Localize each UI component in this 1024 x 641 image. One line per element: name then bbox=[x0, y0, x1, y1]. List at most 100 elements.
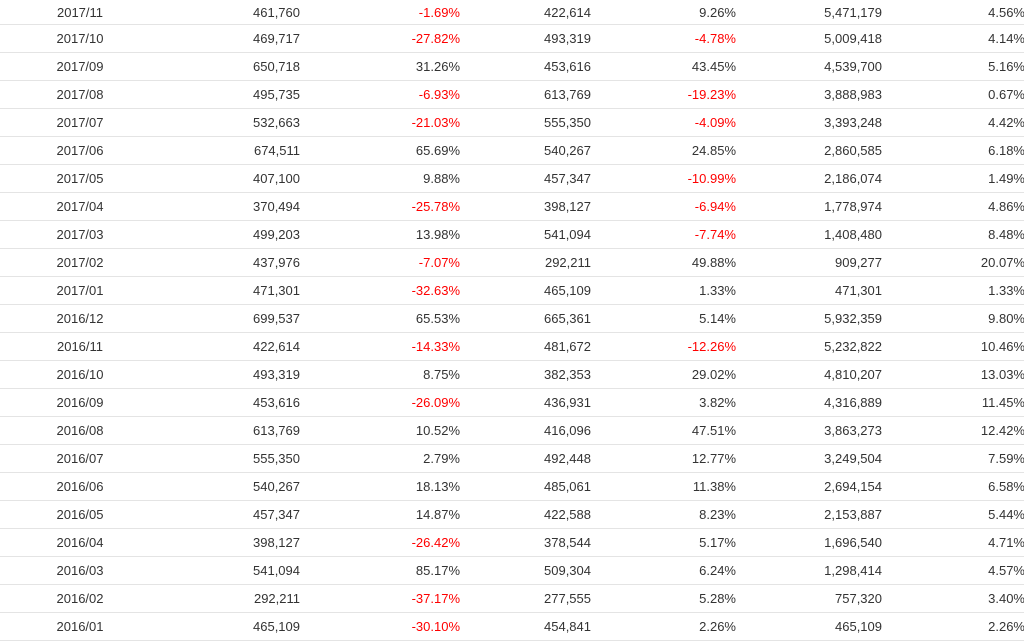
cumulative-cell: 465,109 bbox=[736, 612, 882, 641]
compare-value-cell: 416,096 bbox=[460, 416, 591, 445]
table-row: 2016/05 457,347 14.87% 422,588 8.23% 2,153,88… bbox=[0, 500, 1024, 529]
change-cell: -21.03% bbox=[300, 108, 460, 137]
share-cell: 4.14% bbox=[882, 24, 1024, 53]
value-cell: 398,127 bbox=[172, 528, 300, 557]
change-cell: -6.93% bbox=[300, 80, 460, 109]
compare-change-cell: 29.02% bbox=[591, 360, 736, 389]
value-cell: 674,511 bbox=[172, 136, 300, 165]
period-cell: 2017/05 bbox=[0, 164, 172, 193]
compare-value-cell: 277,555 bbox=[460, 584, 591, 613]
change-cell: -27.82% bbox=[300, 24, 460, 53]
compare-change-cell: 3.82% bbox=[591, 388, 736, 417]
value-cell: 499,203 bbox=[172, 220, 300, 249]
share-cell: 5.44% bbox=[882, 500, 1024, 529]
compare-change-cell: -19.23% bbox=[591, 80, 736, 109]
compare-value-cell: 382,353 bbox=[460, 360, 591, 389]
period-cell: 2016/08 bbox=[0, 416, 172, 445]
period-cell: 2017/04 bbox=[0, 192, 172, 221]
compare-value-cell: 453,616 bbox=[460, 52, 591, 81]
compare-value-cell: 457,347 bbox=[460, 164, 591, 193]
period-cell: 2017/02 bbox=[0, 248, 172, 277]
value-cell: 407,100 bbox=[172, 164, 300, 193]
value-cell: 541,094 bbox=[172, 556, 300, 585]
period-cell: 2016/02 bbox=[0, 584, 172, 613]
share-cell: 1.49% bbox=[882, 164, 1024, 193]
compare-value-cell: 493,319 bbox=[460, 24, 591, 53]
table-row: 2016/01 465,109 -30.10% 454,841 2.26% 465,109… bbox=[0, 612, 1024, 641]
table-row: 2016/02 292,211 -37.17% 277,555 5.28% 757,320… bbox=[0, 584, 1024, 613]
value-cell: 292,211 bbox=[172, 584, 300, 613]
share-cell: 8.48% bbox=[882, 220, 1024, 249]
compare-change-cell: -7.74% bbox=[591, 220, 736, 249]
compare-value-cell: 422,588 bbox=[460, 500, 591, 529]
value-cell: 453,616 bbox=[172, 388, 300, 417]
change-cell: -14.33% bbox=[300, 332, 460, 361]
compare-value-cell: 555,350 bbox=[460, 108, 591, 137]
table-row: 2017/05 407,100 9.88% 457,347 -10.99% 2,186,0… bbox=[0, 164, 1024, 193]
table-row: 2017/07 532,663 -21.03% 555,350 -4.09% 3,393,… bbox=[0, 108, 1024, 137]
table-row: 2016/04 398,127 -26.42% 378,544 5.17% 1,696,5… bbox=[0, 528, 1024, 557]
cumulative-cell: 2,153,887 bbox=[736, 500, 882, 529]
value-cell: 465,109 bbox=[172, 612, 300, 641]
compare-change-cell: 2.26% bbox=[591, 612, 736, 641]
compare-change-cell: 5.28% bbox=[591, 584, 736, 613]
cumulative-cell: 3,249,504 bbox=[736, 444, 882, 473]
compare-value-cell: 465,109 bbox=[460, 276, 591, 305]
change-cell: 8.75% bbox=[300, 360, 460, 389]
change-cell: -25.78% bbox=[300, 192, 460, 221]
value-cell: 532,663 bbox=[172, 108, 300, 137]
table-row: 2017/03 499,203 13.98% 541,094 -7.74% 1,408,4… bbox=[0, 220, 1024, 249]
value-cell: 471,301 bbox=[172, 276, 300, 305]
compare-change-cell: 43.45% bbox=[591, 52, 736, 81]
table-row: 2016/03 541,094 85.17% 509,304 6.24% 1,298,41… bbox=[0, 556, 1024, 585]
compare-change-cell: -10.99% bbox=[591, 164, 736, 193]
value-cell: 699,537 bbox=[172, 304, 300, 333]
value-cell: 422,614 bbox=[172, 332, 300, 361]
cumulative-cell: 5,232,822 bbox=[736, 332, 882, 361]
share-cell: 12.42% bbox=[882, 416, 1024, 445]
compare-value-cell: 665,361 bbox=[460, 304, 591, 333]
period-cell: 2017/08 bbox=[0, 80, 172, 109]
share-cell: 9.80% bbox=[882, 304, 1024, 333]
period-cell: 2017/06 bbox=[0, 136, 172, 165]
compare-change-cell: 8.23% bbox=[591, 500, 736, 529]
table-row: 2017/11 461,760 -1.69% 422,614 9.26% 5,471,17… bbox=[0, 0, 1024, 25]
cumulative-cell: 2,186,074 bbox=[736, 164, 882, 193]
share-cell: 11.45% bbox=[882, 388, 1024, 417]
value-cell: 437,976 bbox=[172, 248, 300, 277]
cumulative-cell: 757,320 bbox=[736, 584, 882, 613]
period-cell: 2016/04 bbox=[0, 528, 172, 557]
cumulative-cell: 1,696,540 bbox=[736, 528, 882, 557]
share-cell: 4.42% bbox=[882, 108, 1024, 137]
share-cell: 4.86% bbox=[882, 192, 1024, 221]
change-cell: -37.17% bbox=[300, 584, 460, 613]
change-cell: -7.07% bbox=[300, 248, 460, 277]
value-cell: 495,735 bbox=[172, 80, 300, 109]
compare-change-cell: 9.26% bbox=[591, 0, 736, 25]
value-cell: 540,267 bbox=[172, 472, 300, 501]
compare-change-cell: 11.38% bbox=[591, 472, 736, 501]
change-cell: 14.87% bbox=[300, 500, 460, 529]
share-cell: 6.58% bbox=[882, 472, 1024, 501]
value-cell: 461,760 bbox=[172, 0, 300, 25]
cumulative-cell: 5,471,179 bbox=[736, 0, 882, 25]
table-row: 2016/08 613,769 10.52% 416,096 47.51% 3,863,2… bbox=[0, 416, 1024, 445]
compare-change-cell: -4.09% bbox=[591, 108, 736, 137]
period-cell: 2017/07 bbox=[0, 108, 172, 137]
table-row: 2017/04 370,494 -25.78% 398,127 -6.94% 1,778,… bbox=[0, 192, 1024, 221]
period-cell: 2016/05 bbox=[0, 500, 172, 529]
change-cell: 65.69% bbox=[300, 136, 460, 165]
change-cell: 65.53% bbox=[300, 304, 460, 333]
period-cell: 2017/01 bbox=[0, 276, 172, 305]
table-row: 2016/11 422,614 -14.33% 481,672 -12.26% 5,232… bbox=[0, 332, 1024, 361]
period-cell: 2017/10 bbox=[0, 24, 172, 53]
value-cell: 650,718 bbox=[172, 52, 300, 81]
compare-value-cell: 481,672 bbox=[460, 332, 591, 361]
table-row: 2016/06 540,267 18.13% 485,061 11.38% 2,694,1… bbox=[0, 472, 1024, 501]
cumulative-cell: 909,277 bbox=[736, 248, 882, 277]
change-cell: 85.17% bbox=[300, 556, 460, 585]
period-cell: 2016/03 bbox=[0, 556, 172, 585]
change-cell: -26.42% bbox=[300, 528, 460, 557]
change-cell: -32.63% bbox=[300, 276, 460, 305]
